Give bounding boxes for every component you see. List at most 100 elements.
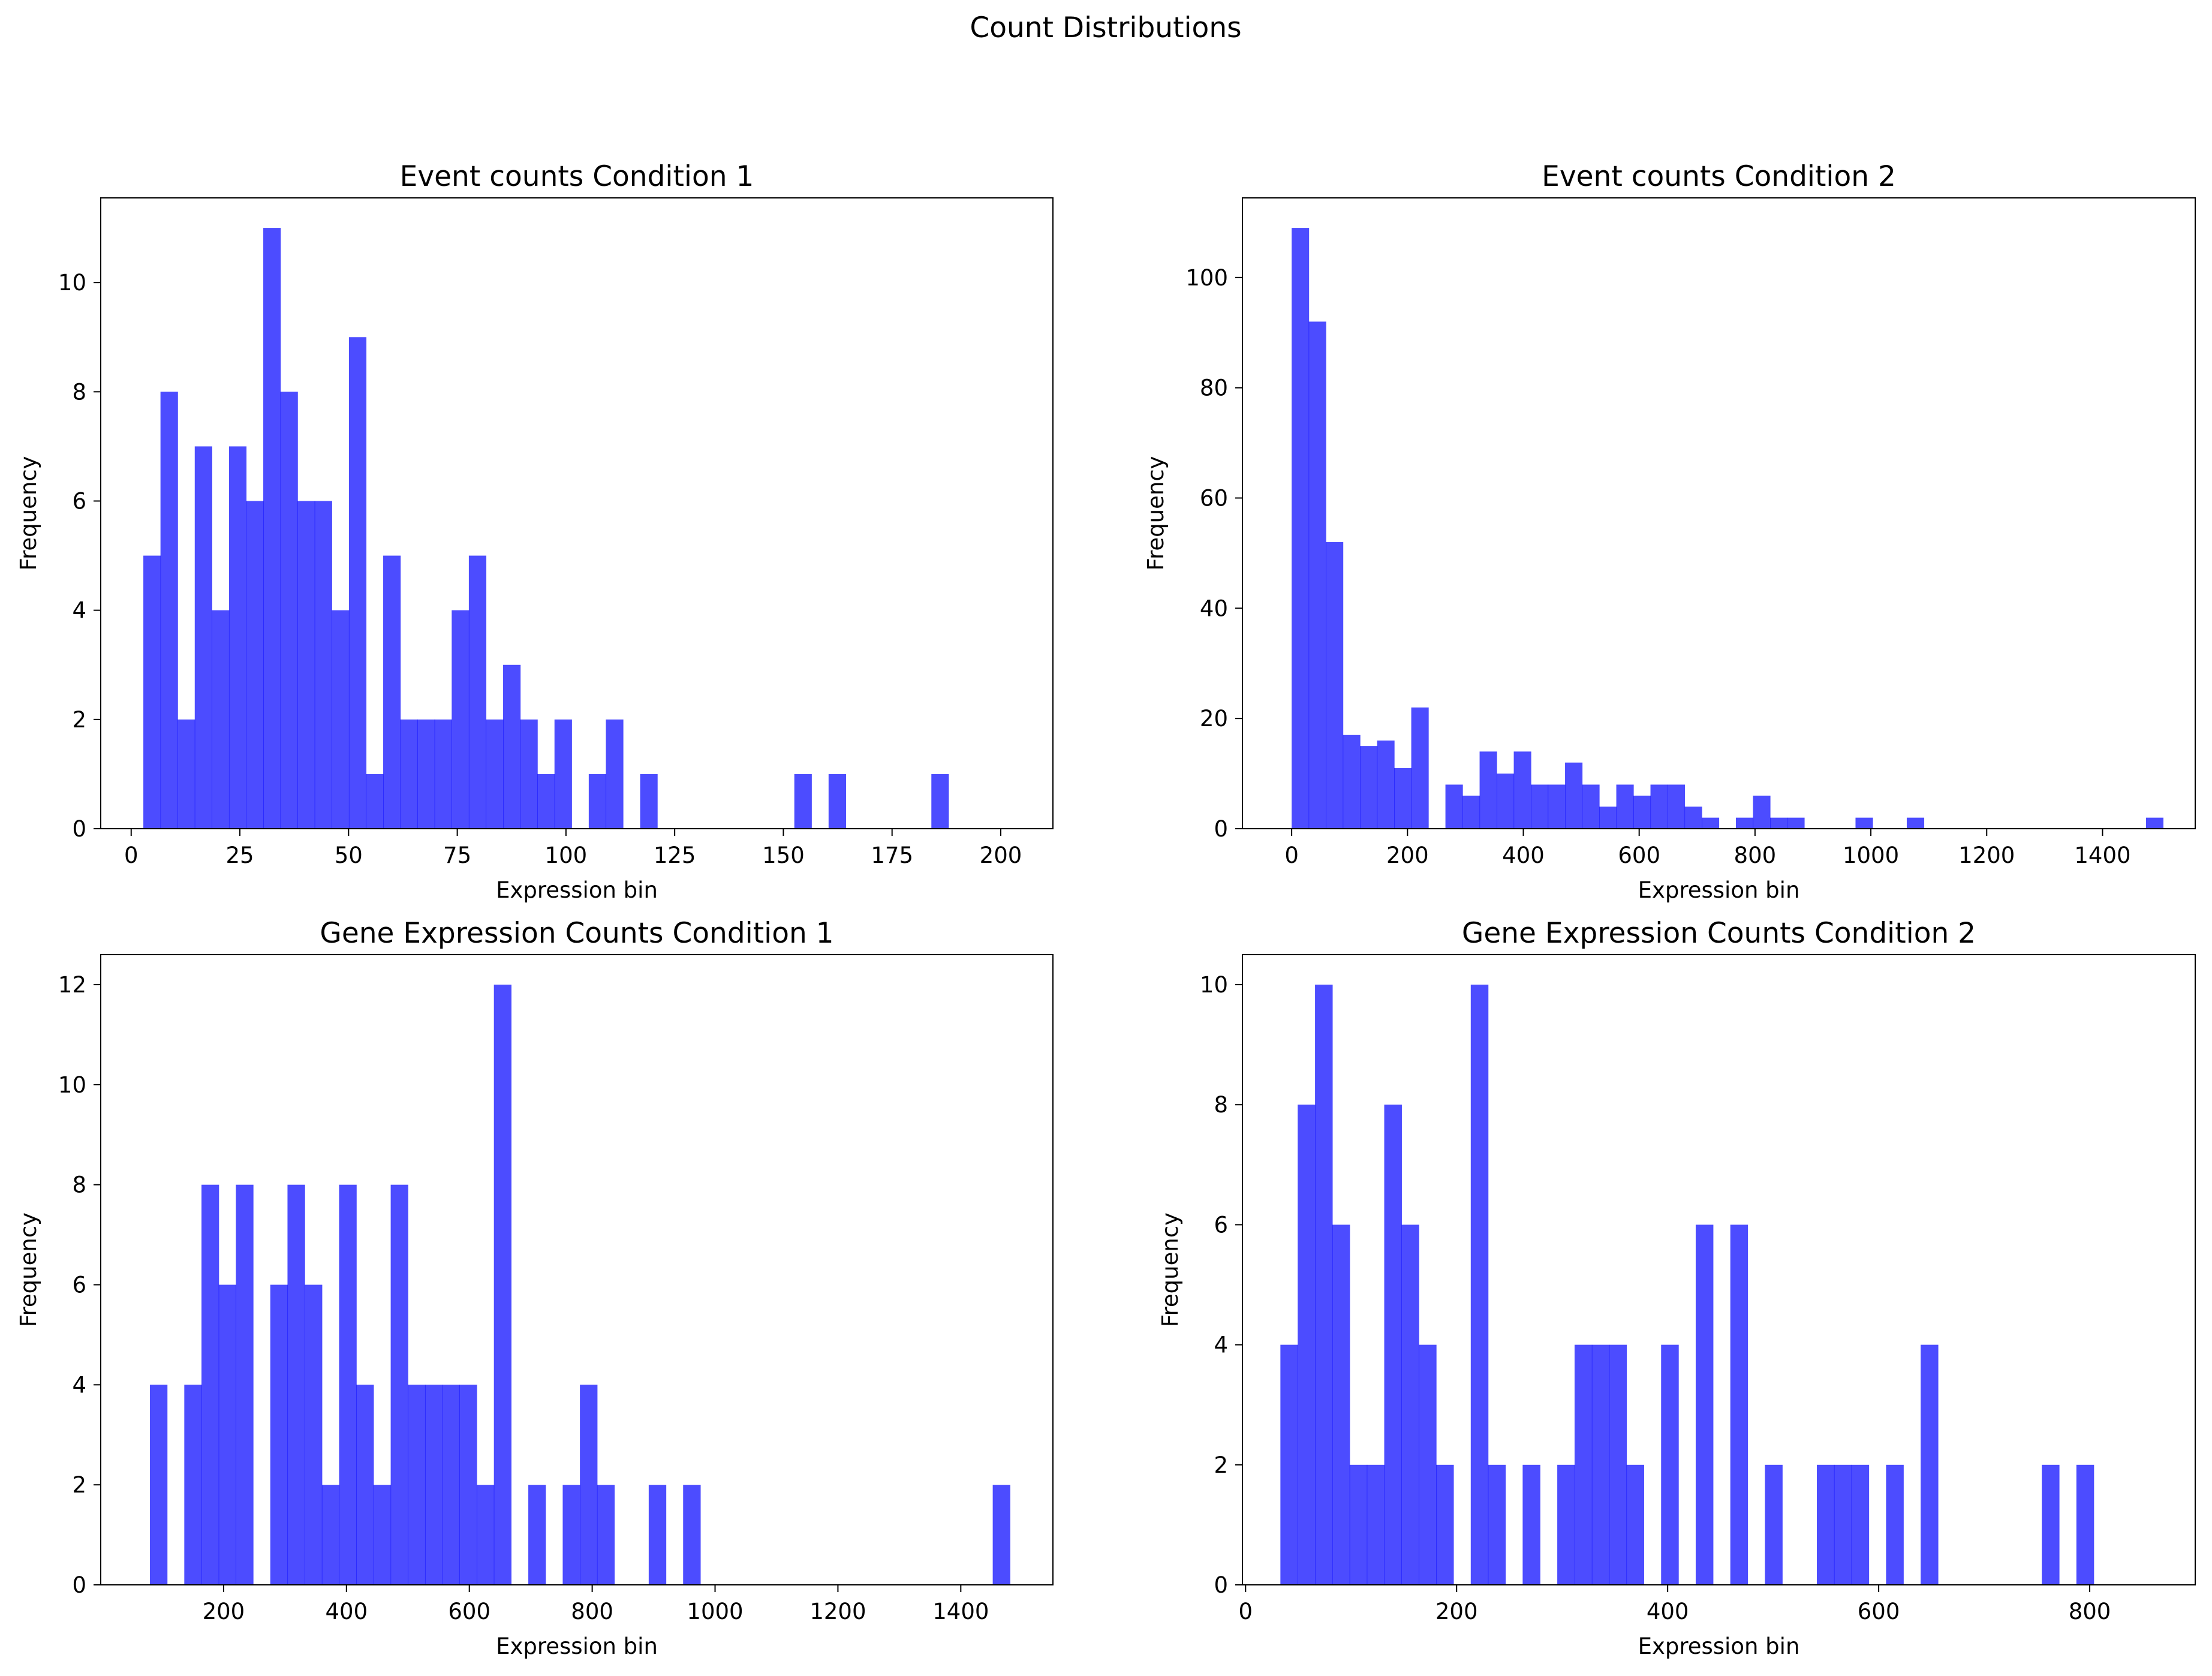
figure-title: Count Distributions xyxy=(970,11,1241,44)
x-tick-label: 800 xyxy=(571,1599,613,1624)
x-tick-label: 400 xyxy=(1502,842,1545,868)
y-axis-label: Frequency xyxy=(16,456,41,570)
bars xyxy=(149,985,1010,1585)
y-axis-label: Frequency xyxy=(1143,456,1169,570)
histogram-bar xyxy=(1626,1464,1644,1585)
bars xyxy=(1280,985,2094,1585)
histogram-bar xyxy=(931,774,949,829)
histogram-bar xyxy=(1557,1464,1575,1585)
histogram-bar xyxy=(1349,1464,1368,1585)
histogram-bar xyxy=(1298,1105,1316,1585)
histogram-bar xyxy=(1702,817,1720,829)
subplot-1: 0 25 50 75 100 125 150 175 200 0 2 4 6 8 10 Event count… xyxy=(16,160,1054,903)
y-tick-label: 4 xyxy=(72,598,86,624)
histogram-bar xyxy=(1787,817,1805,829)
x-tick-label: 400 xyxy=(1647,1599,1689,1624)
histogram-bar xyxy=(2145,817,2163,829)
histogram-bar xyxy=(236,1184,254,1585)
y-tick-label: 0 xyxy=(1214,816,1228,842)
histogram-bar xyxy=(321,1485,340,1585)
histogram-bar xyxy=(1684,807,1702,829)
histogram-bar xyxy=(648,1485,667,1585)
histogram-bar xyxy=(1384,1105,1402,1585)
x-tick-label: 0 xyxy=(1284,842,1299,868)
x-tick-label: 100 xyxy=(545,842,588,868)
histogram-bar xyxy=(528,1485,546,1585)
y-tick-label: 2 xyxy=(72,707,86,733)
histogram-bar xyxy=(1855,817,1873,829)
x-tick-label: 200 xyxy=(1435,1599,1478,1624)
y-tick-label: 0 xyxy=(1214,1572,1228,1598)
histogram-bar xyxy=(1906,817,1925,829)
y-tick-label: 6 xyxy=(72,489,86,514)
subplot-2: 0 200 400 600 800 1000 1200 1400 0 20 40 60 80 100 Eve… xyxy=(1143,160,2196,903)
histogram-bar xyxy=(1401,1224,1419,1585)
axes-frame xyxy=(1242,197,2196,829)
histogram-bar xyxy=(366,774,384,829)
histogram-bar xyxy=(828,774,847,829)
histogram-bar xyxy=(1921,1344,1939,1585)
histogram-bar xyxy=(160,392,178,829)
axes-frame xyxy=(1242,954,2196,1585)
axes-frame xyxy=(100,197,1054,829)
histogram-bar xyxy=(383,555,401,829)
histogram-bar xyxy=(218,1284,236,1585)
subplot-3: 200 400 600 800 1000 1200 1400 0 2 4 6 8 10 12 Gene Ex… xyxy=(16,917,1054,1659)
histogram-bar xyxy=(339,1184,357,1585)
y-tick-label: 0 xyxy=(72,816,86,842)
histogram-bar xyxy=(597,1485,615,1585)
histogram-bar xyxy=(520,719,538,829)
histogram-bar xyxy=(1326,542,1344,829)
histogram-bar xyxy=(580,1385,598,1585)
y-tick-label: 8 xyxy=(1214,1092,1228,1118)
x-tick-label: 1400 xyxy=(2074,842,2130,868)
histogram-bar xyxy=(2076,1464,2094,1585)
histogram-bar xyxy=(1479,751,1497,829)
y-tick-label: 10 xyxy=(58,1072,86,1098)
histogram-bar xyxy=(1591,1344,1610,1585)
x-tick-label: 1000 xyxy=(1843,842,1899,868)
histogram-bar xyxy=(1292,228,1310,829)
histogram-bar xyxy=(452,610,470,829)
histogram-bar xyxy=(149,1385,168,1585)
histogram-bar xyxy=(425,1385,443,1585)
histogram-bar xyxy=(1497,774,1515,829)
y-tick-label: 12 xyxy=(58,972,86,998)
histogram-bar xyxy=(143,555,161,829)
histogram-bar xyxy=(1445,784,1463,829)
histogram-bar xyxy=(1650,784,1668,829)
histogram-bar xyxy=(477,1485,495,1585)
histogram-bar xyxy=(1280,1344,1298,1585)
x-tick-label: 200 xyxy=(1386,842,1429,868)
x-tick-label: 400 xyxy=(325,1599,368,1624)
histogram-bar xyxy=(417,719,435,829)
y-tick-label: 0 xyxy=(72,1572,86,1598)
x-tick-label: 50 xyxy=(335,842,363,868)
subplot-title: Gene Expression Counts Condition 1 xyxy=(320,917,833,950)
histogram-bar xyxy=(562,1485,580,1585)
y-tick-label: 10 xyxy=(1200,972,1228,998)
y-tick-label: 2 xyxy=(72,1472,86,1498)
histogram-bar xyxy=(1730,1224,1748,1585)
x-tick-label: 800 xyxy=(2069,1599,2111,1624)
y-tick-label: 80 xyxy=(1200,375,1228,401)
histogram-bar xyxy=(263,228,281,829)
histogram-bar xyxy=(408,1385,426,1585)
x-tick-label: 1000 xyxy=(687,1599,743,1624)
x-tick-label: 175 xyxy=(871,842,913,868)
histogram-bar xyxy=(1582,784,1600,829)
subplot-title: Event counts Condition 1 xyxy=(400,160,754,193)
y-tick-label: 4 xyxy=(72,1372,86,1398)
histogram-bar xyxy=(493,985,511,1585)
x-tick-label: 600 xyxy=(1618,842,1660,868)
y-axis-label: Frequency xyxy=(1157,1212,1183,1327)
histogram-bar xyxy=(1513,751,1531,829)
histogram-bar xyxy=(246,501,264,829)
x-tick-label: 150 xyxy=(762,842,805,868)
x-tick-label: 125 xyxy=(654,842,696,868)
histogram-bar xyxy=(1574,1344,1593,1585)
histogram-bar xyxy=(1548,784,1566,829)
